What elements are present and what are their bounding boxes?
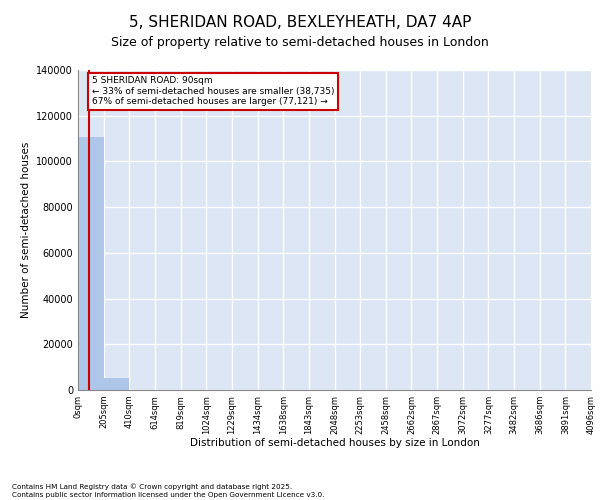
Text: Size of property relative to semi-detached houses in London: Size of property relative to semi-detach… — [111, 36, 489, 49]
Text: 5, SHERIDAN ROAD, BEXLEYHEATH, DA7 4AP: 5, SHERIDAN ROAD, BEXLEYHEATH, DA7 4AP — [129, 15, 471, 30]
Text: Contains HM Land Registry data © Crown copyright and database right 2025.
Contai: Contains HM Land Registry data © Crown c… — [12, 484, 325, 498]
Bar — [104, 378, 130, 390]
Text: 5 SHERIDAN ROAD: 90sqm
← 33% of semi-detached houses are smaller (38,735)
67% of: 5 SHERIDAN ROAD: 90sqm ← 33% of semi-det… — [92, 76, 334, 106]
X-axis label: Distribution of semi-detached houses by size in London: Distribution of semi-detached houses by … — [190, 438, 479, 448]
Y-axis label: Number of semi-detached houses: Number of semi-detached houses — [21, 142, 31, 318]
Bar — [78, 136, 104, 390]
